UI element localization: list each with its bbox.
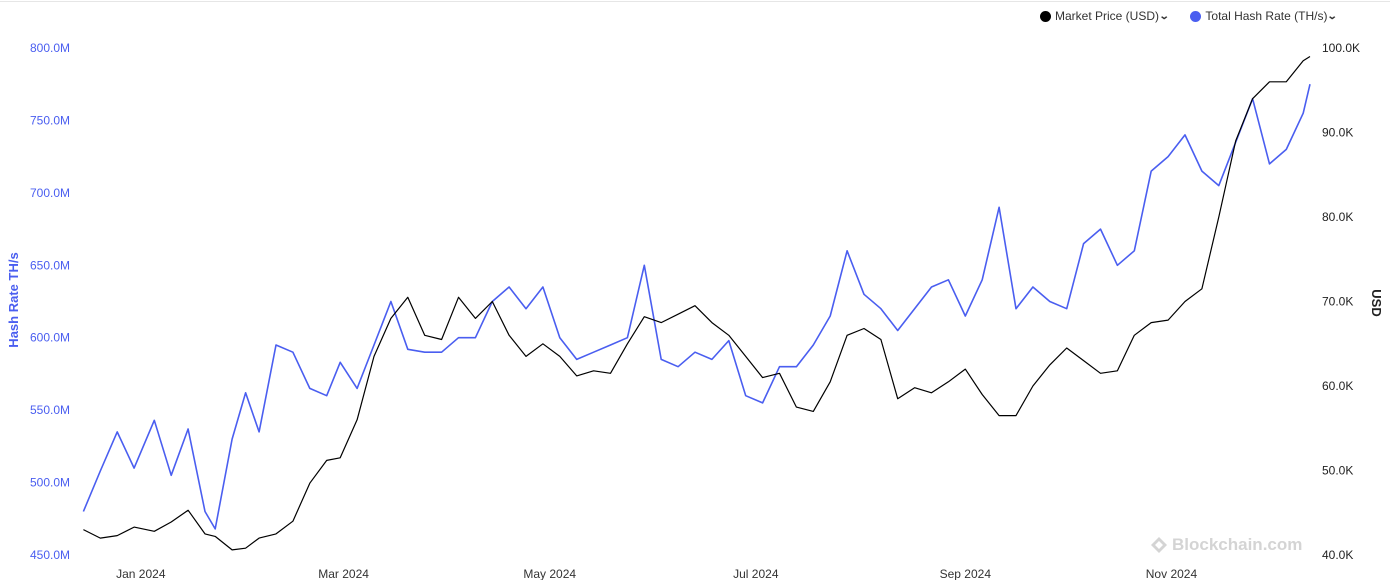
- x-tick-label: Jan 2024: [116, 567, 166, 580]
- y-left-tick-label: 500.0M: [30, 476, 70, 490]
- chevron-down-icon[interactable]: ⌄: [1158, 10, 1170, 22]
- y-axis-right-title: USD: [1369, 289, 1384, 316]
- x-tick-label: Mar 2024: [318, 567, 369, 580]
- y-left-tick-label: 800.0M: [30, 41, 70, 55]
- watermark: Blockchain.com: [1150, 535, 1302, 555]
- legend-item-market-price[interactable]: Market Price (USD) ⌄: [1040, 9, 1170, 23]
- y-left-tick-label: 450.0M: [30, 548, 70, 562]
- series-dot-icon: [1190, 10, 1202, 22]
- series-dot-icon: [1040, 10, 1051, 22]
- legend: Market Price (USD) ⌄ Total Hash Rate (TH…: [1040, 9, 1339, 23]
- legend-label: Total Hash Rate (TH/s): [1205, 9, 1328, 23]
- blockchain-logo-icon: [1151, 537, 1167, 553]
- x-tick-label: May 2024: [523, 567, 576, 580]
- y-right-tick-label: 100.0K: [1322, 41, 1360, 55]
- y-right-tick-label: 80.0K: [1322, 210, 1353, 224]
- y-right-tick-label: 40.0K: [1322, 548, 1353, 562]
- y-left-tick-label: 550.0M: [30, 403, 70, 417]
- legend-label: Market Price (USD): [1055, 9, 1160, 23]
- market-price-line: [83, 55, 1311, 551]
- y-left-tick-label: 650.0M: [30, 258, 70, 272]
- y-right-tick-label: 90.0K: [1322, 126, 1353, 140]
- y-right-tick-label: 60.0K: [1322, 379, 1353, 393]
- y-left-tick-label: 700.0M: [30, 186, 70, 200]
- y-axis-left-title: Hash Rate TH/s: [6, 252, 21, 347]
- x-tick-label: Jul 2024: [733, 567, 779, 580]
- top-divider: [0, 1, 1390, 2]
- y-right-tick-label: 50.0K: [1322, 464, 1353, 478]
- y-right-tick-label: 70.0K: [1322, 295, 1353, 309]
- x-tick-label: Sep 2024: [940, 567, 992, 580]
- chevron-down-icon[interactable]: ⌄: [1327, 10, 1339, 22]
- x-tick-label: Nov 2024: [1146, 567, 1198, 580]
- y-left-tick-label: 600.0M: [30, 331, 70, 345]
- watermark-text: Blockchain.com: [1172, 535, 1303, 554]
- legend-item-hash-rate[interactable]: Total Hash Rate (TH/s) ⌄: [1190, 9, 1339, 23]
- y-left-tick-label: 750.0M: [30, 113, 70, 127]
- hash-rate-line: [82, 84, 1311, 530]
